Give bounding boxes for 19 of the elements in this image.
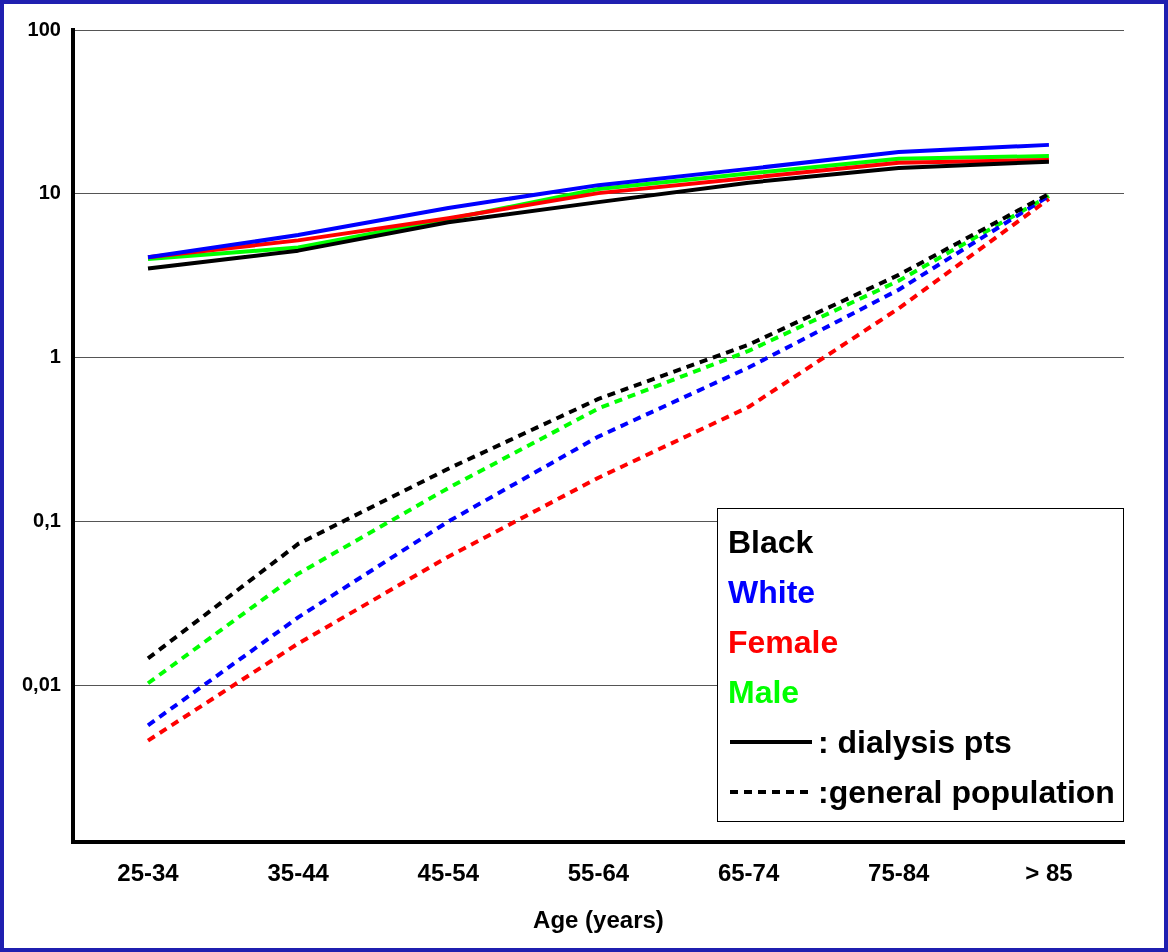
text: Female: [728, 623, 839, 663]
y-tick-label: 0,1: [33, 509, 61, 532]
text: Male: [728, 673, 800, 713]
y-tick-label: 100: [27, 17, 61, 40]
x-axis-title: Age (years): [533, 906, 664, 934]
y-tick-label: 10: [38, 181, 61, 204]
annotation: : dialysis pts: [818, 723, 1012, 763]
y-tick-label: 0,01: [21, 672, 61, 695]
x-tick-label: 35-44: [267, 859, 330, 887]
text: Black: [728, 523, 814, 563]
x-tick-label: 25-34: [117, 859, 180, 887]
y-tick-label: 1: [49, 345, 61, 368]
x-tick-label: 75-84: [868, 859, 931, 887]
x-tick-label: 65-74: [717, 859, 780, 887]
x-tick-label: > 85: [1025, 859, 1073, 887]
x-tick-label: 45-54: [417, 859, 480, 887]
annotation: :general population: [818, 773, 1115, 813]
x-tick-label: 55-64: [567, 859, 630, 887]
text: White: [728, 573, 816, 613]
